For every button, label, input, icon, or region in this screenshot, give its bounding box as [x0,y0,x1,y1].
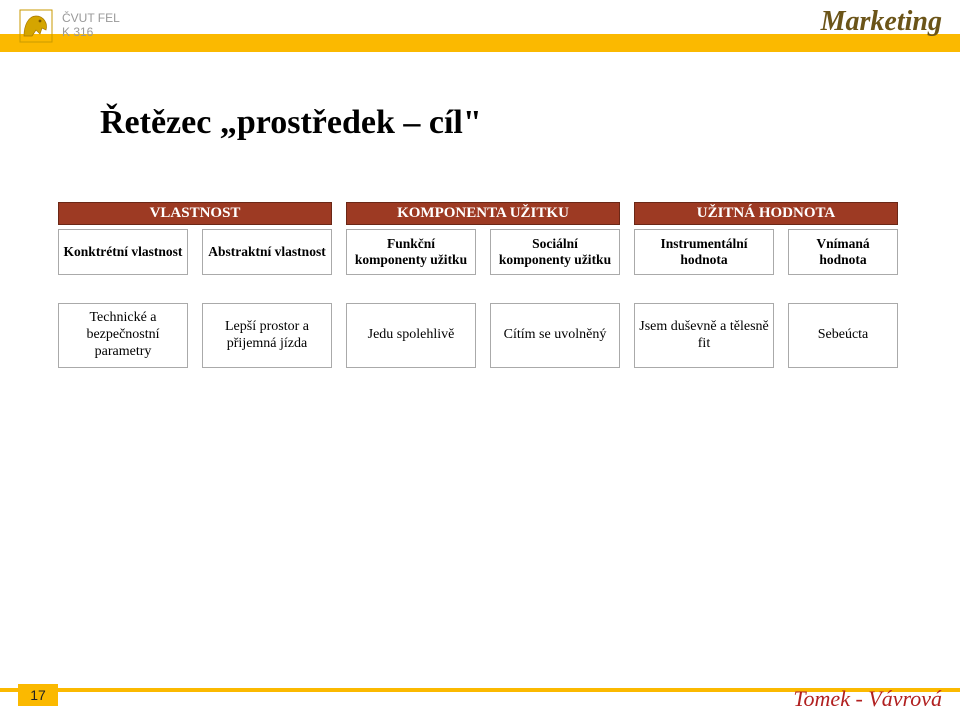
subhead-c5: Instrumentální hodnota [634,229,774,275]
slide: ČVUT FEL K 316 Marketing Řetězec „prostř… [0,0,960,716]
brand-title: Marketing [821,6,942,38]
lion-logo-icon [18,8,54,44]
org-block: ČVUT FEL K 316 [18,8,120,44]
group-head-komponenta: KOMPONENTA UŽITKU [346,202,620,225]
org-line1: ČVUT FEL [62,12,120,26]
example-c4: Cítím se uvolněný [490,303,620,367]
example-c5: Jsem duševně a tělesně fit [634,303,774,367]
subhead-c4: Sociální komponenty užitku [490,229,620,275]
org-line2: K 316 [62,26,120,40]
diagram: VLASTNOST KOMPONENTA UŽITKU UŽITNÁ HODNO… [58,202,908,368]
subhead-c2: Abstraktní vlastnost [202,229,332,275]
page-title: Řetězec „prostředek – cíl" [100,104,482,142]
footer-signature: Tomek - Vávrová [793,686,942,712]
group-head-hodnota: UŽITNÁ HODNOTA [634,202,898,225]
footer: 17 Tomek - Vávrová [0,674,960,716]
example-c6: Sebeúcta [788,303,898,367]
subhead-c3: Funkční komponenty užitku [346,229,476,275]
header: ČVUT FEL K 316 Marketing [0,0,960,60]
example-c1: Technické a bezpečnostní parametry [58,303,188,367]
org-text: ČVUT FEL K 316 [62,12,120,40]
example-c2: Lepší prostor a přijemná jízda [202,303,332,367]
row-spacer [58,279,898,299]
page-number: 17 [18,684,58,706]
group-head-vlastnost: VLASTNOST [58,202,332,225]
subhead-c1: Konktrétní vlastnost [58,229,188,275]
header-band [0,34,960,52]
example-c3: Jedu spolehlivě [346,303,476,367]
subhead-c6: Vnímaná hodnota [788,229,898,275]
